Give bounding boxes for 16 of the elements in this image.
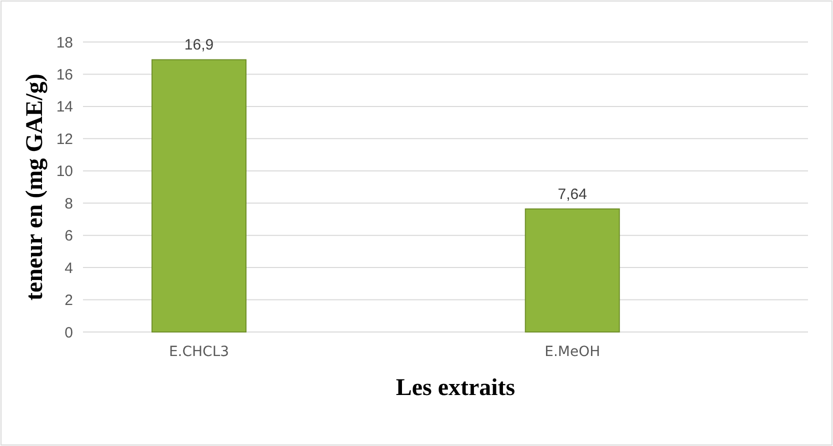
y-tick-label: 12 [56, 130, 73, 148]
y-tick-label: 14 [56, 98, 73, 116]
y-tick-label: 10 [56, 163, 73, 180]
y-tick-label: 6 [64, 228, 73, 245]
data-label: 16,9 [184, 36, 214, 54]
y-tick-label: 8 [64, 195, 73, 212]
y-tick-label: 18 [56, 34, 73, 52]
y-tick-label: 4 [64, 260, 73, 277]
x-axis-title: Les extraits [396, 375, 516, 401]
y-tick-label: 16 [56, 66, 73, 84]
y-tick-label: 0 [64, 324, 73, 342]
y-tick-label: 2 [64, 292, 73, 310]
x-tick-label: E.CHCL3 [168, 344, 230, 360]
y-axis-title: teneur en (mg GAE/g) [22, 74, 48, 300]
data-label: 7,64 [558, 186, 587, 203]
x-tick-label: E.MeOH [544, 344, 600, 360]
